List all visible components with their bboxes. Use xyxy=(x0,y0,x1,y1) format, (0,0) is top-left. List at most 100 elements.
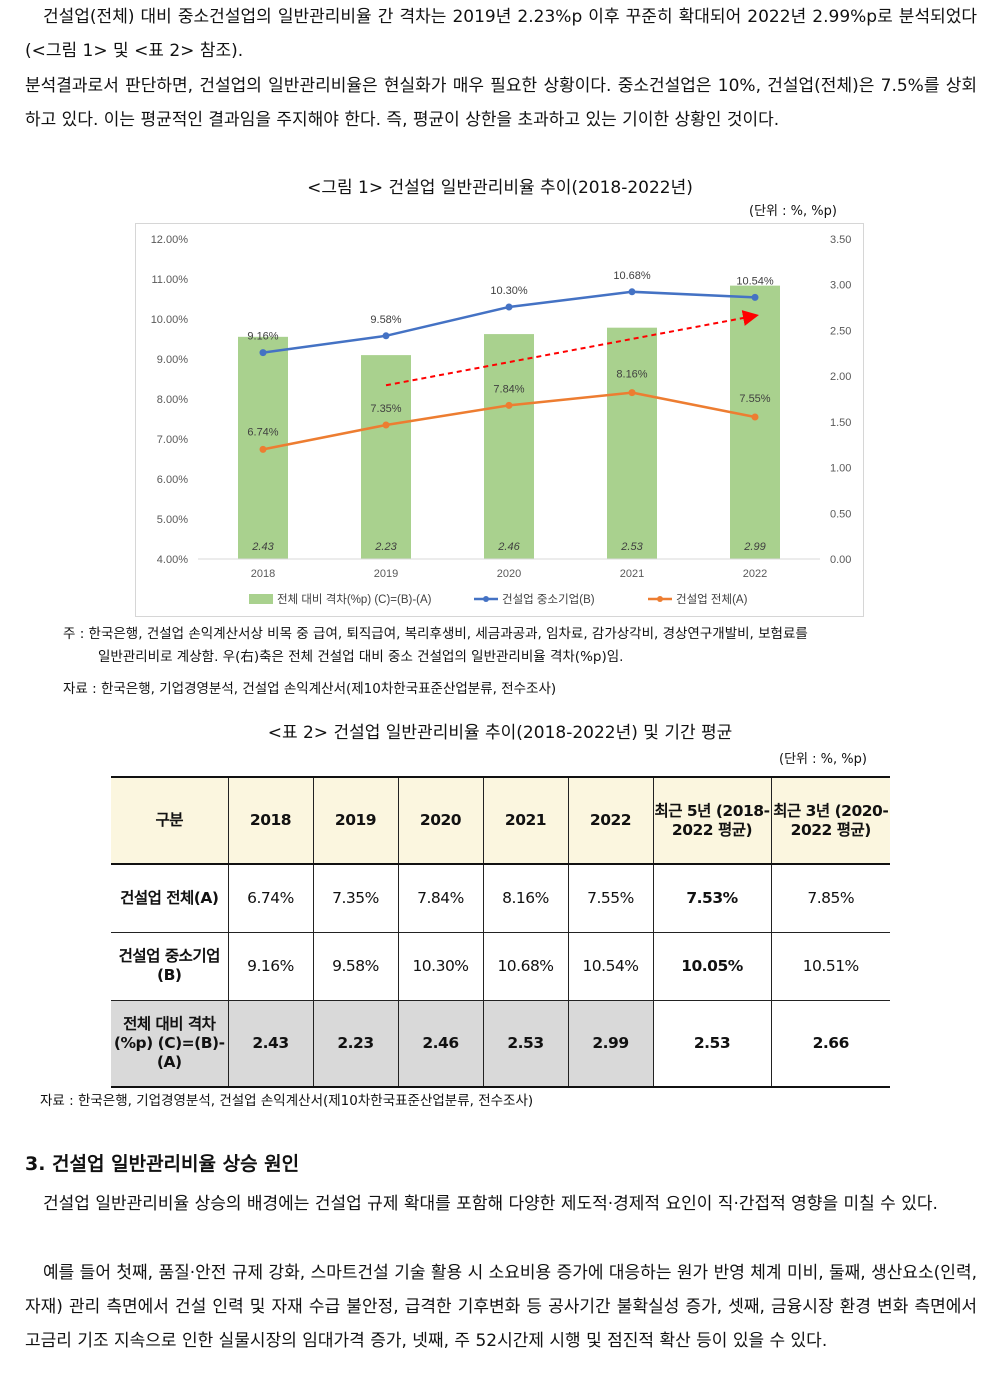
line-point-1-2018 xyxy=(259,349,267,357)
table-cell: 2.66 xyxy=(771,1000,890,1088)
table-row: 건설업 전체(A) 6.74% 7.35% 7.84% 8.16% 7.55% … xyxy=(111,864,890,933)
left-axis-tick: 12.00% xyxy=(151,234,189,246)
figure-caption: <그림 1> 건설업 일반관리비율 추이(2018-2022년) xyxy=(307,178,693,198)
table-cell: 2.23 xyxy=(313,1000,399,1088)
legend-swatch-marker xyxy=(657,596,663,602)
header-2020: 2020 xyxy=(398,776,484,865)
table-cell: 2.53 xyxy=(483,1000,569,1088)
table-cell: 7.55% xyxy=(568,864,654,933)
line-point-2-2022 xyxy=(751,413,759,421)
x-axis-tick: 2022 xyxy=(743,568,767,580)
line-point-2-2019 xyxy=(382,421,390,429)
header-2018: 2018 xyxy=(228,776,314,865)
section-3-paragraph-1: 건설업 일반관리비율 상승의 배경에는 건설업 규제 확대를 포함해 다양한 제… xyxy=(43,1194,938,1214)
intro-paragraph-1: 건설업(전체) 대비 중소건설업의 일반관리비율 간 격차는 2019년 2.2… xyxy=(25,7,977,61)
header-2019: 2019 xyxy=(313,776,399,865)
table-cell: 9.58% xyxy=(313,932,399,1001)
right-axis-tick: 0.00 xyxy=(830,554,851,566)
line-data-label: 9.16% xyxy=(247,331,278,343)
table-2: 구분 2018 2019 2020 2021 2022 최근 5년 (2018-… xyxy=(111,776,890,1088)
table-cell: 10.05% xyxy=(653,932,772,1001)
right-axis-tick: 3.00 xyxy=(830,280,851,292)
right-axis-tick: 3.50 xyxy=(830,234,851,246)
legend-label: 전체 대비 격차(%p) (C)=(B)-(A) xyxy=(277,592,432,606)
right-axis-tick: 1.00 xyxy=(830,463,851,475)
x-axis-tick: 2019 xyxy=(374,568,398,580)
table-row: 건설업 중소기업(B) 9.16% 9.58% 10.30% 10.68% 10… xyxy=(111,932,890,1001)
trend-arrow xyxy=(385,310,759,387)
line-point-1-2020 xyxy=(505,303,513,311)
bar-data-label: 2.23 xyxy=(374,541,397,553)
bar-data-label: 2.99 xyxy=(743,541,765,553)
figure-unit: (단위 : %, %p) xyxy=(749,204,837,219)
bar-gap-2019 xyxy=(361,355,411,559)
row-label-gap: 전체 대비 격차(%p) (C)=(B)-(A) xyxy=(111,1000,229,1088)
table-unit: (단위 : %, %p) xyxy=(779,752,867,767)
right-axis-tick: 2.00 xyxy=(830,371,851,383)
line-data-label: 10.68% xyxy=(613,270,651,282)
table-cell: 10.30% xyxy=(398,932,484,1001)
table-cell: 8.16% xyxy=(483,864,569,933)
bar-data-label: 2.43 xyxy=(251,541,274,553)
figure-note-line-1: 주 : 한국은행, 건설업 손익계산서상 비목 중 급여, 퇴직급여, 복리후생… xyxy=(63,626,808,642)
left-axis-tick: 8.00% xyxy=(157,394,188,406)
right-axis-tick: 0.50 xyxy=(830,508,851,520)
line-data-label: 8.16% xyxy=(616,369,647,381)
header-2022: 2022 xyxy=(568,776,654,865)
header-5yr-avg: 최근 5년 (2018-2022 평균) xyxy=(653,776,772,865)
header-2021: 2021 xyxy=(483,776,569,865)
legend-swatch-bar xyxy=(249,594,273,604)
table-cell: 7.53% xyxy=(653,864,772,933)
line-point-2-2021 xyxy=(628,389,636,397)
chart-figure-1: 4.00% 5.00% 6.00% 7.00% 8.00% 9.00% 10.00% 11.0… xyxy=(135,223,864,617)
section-3-title: 3. 건설업 일반관리비율 상승 원인 xyxy=(25,1153,300,1175)
bar-gap-2021 xyxy=(607,327,657,559)
figure-note-line-2: 일반관리비로 계상함. 우(右)축은 전체 건설업 대비 중소 건설업의 일반관… xyxy=(98,649,624,665)
bar-gap-2020 xyxy=(484,334,534,559)
line-data-label: 10.54% xyxy=(736,275,774,287)
table-cell: 10.68% xyxy=(483,932,569,1001)
line-data-label: 6.74% xyxy=(247,426,278,438)
table-row: 전체 대비 격차(%p) (C)=(B)-(A) 2.43 2.23 2.46 … xyxy=(111,1000,890,1088)
line-data-label: 10.30% xyxy=(490,285,528,297)
table-cell: 6.74% xyxy=(228,864,314,933)
legend-swatch-marker xyxy=(483,596,489,602)
chart-svg: 4.00% 5.00% 6.00% 7.00% 8.00% 9.00% 10.00% 11.0… xyxy=(151,234,852,606)
line-point-1-2021 xyxy=(628,288,636,296)
section-3-paragraph-2: 예를 들어 첫째, 품질·안전 규제 강화, 스마트건설 기술 활용 시 소요비… xyxy=(25,1263,977,1351)
table-header-row: 구분 2018 2019 2020 2021 2022 최근 5년 (2018-… xyxy=(111,776,890,865)
left-axis-tick: 5.00% xyxy=(157,514,188,526)
line-data-label: 7.84% xyxy=(493,383,524,395)
figure-source: 자료 : 한국은행, 기업경영분석, 건설업 손익계산서(제10차한국표준산업분… xyxy=(63,681,557,697)
line-data-label: 9.58% xyxy=(370,314,401,326)
right-axis-tick: 1.50 xyxy=(830,417,851,429)
table-cell: 9.16% xyxy=(228,932,314,1001)
left-axis-tick: 10.00% xyxy=(151,314,189,326)
x-axis-tick: 2021 xyxy=(620,568,644,580)
right-axis-tick: 2.50 xyxy=(830,325,851,337)
table-cell: 2.43 xyxy=(228,1000,314,1088)
x-axis-tick: 2020 xyxy=(497,568,521,580)
line-point-1-2022 xyxy=(751,293,759,301)
line-point-2-2018 xyxy=(259,445,267,453)
table-cell: 2.99 xyxy=(568,1000,654,1088)
left-axis-tick: 11.00% xyxy=(152,274,189,286)
table-cell: 2.46 xyxy=(398,1000,484,1088)
table-cell: 7.85% xyxy=(771,864,890,933)
intro-paragraph-2: 분석결과로서 판단하면, 건설업의 일반관리비율은 현실화가 매우 필요한 상황… xyxy=(25,76,977,130)
row-label-sme: 건설업 중소기업(B) xyxy=(111,932,229,1001)
table-source: 자료 : 한국은행, 기업경영분석, 건설업 손익계산서(제10차한국표준산업분… xyxy=(40,1093,534,1109)
left-axis-tick: 6.00% xyxy=(157,474,188,486)
table-cell: 10.54% xyxy=(568,932,654,1001)
row-label-total: 건설업 전체(A) xyxy=(111,864,229,933)
table-cell: 7.84% xyxy=(398,864,484,933)
bar-data-label: 2.53 xyxy=(620,541,643,553)
header-category: 구분 xyxy=(111,776,229,865)
left-axis-tick: 4.00% xyxy=(157,554,188,566)
line-data-label: 7.35% xyxy=(370,403,401,415)
table-cell: 7.35% xyxy=(313,864,399,933)
line-point-1-2019 xyxy=(382,332,390,340)
left-axis-tick: 7.00% xyxy=(157,434,188,446)
legend-label: 건설업 전체(A) xyxy=(676,593,748,606)
table-cell: 2.53 xyxy=(653,1000,772,1088)
